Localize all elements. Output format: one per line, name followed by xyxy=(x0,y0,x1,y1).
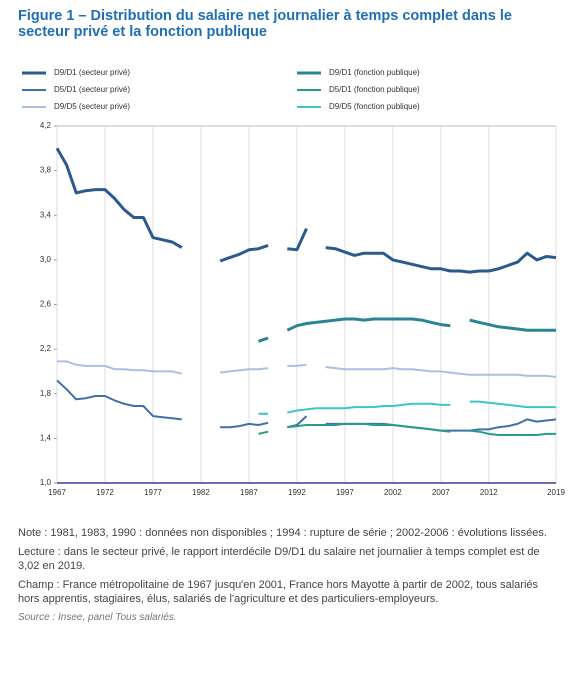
series-line xyxy=(258,422,556,436)
legend-label: D9/D5 (fonction publique) xyxy=(329,102,420,111)
x-tick-label: 2007 xyxy=(432,488,450,497)
x-tick-label: 1977 xyxy=(144,488,162,497)
legend-label: D5/D1 (secteur privé) xyxy=(54,85,130,94)
x-tick-label: 1987 xyxy=(240,488,258,497)
legend-label: D5/D1 (fonction publique) xyxy=(329,85,420,94)
x-tick-label: 1997 xyxy=(336,488,354,497)
x-tick-label: 1982 xyxy=(192,488,210,497)
y-tick-label: 1,0 xyxy=(40,478,52,487)
legend-label: D9/D5 (secteur privé) xyxy=(54,102,130,111)
lecture: Lecture : dans le secteur privé, le rapp… xyxy=(18,546,540,572)
x-tick-label: 1972 xyxy=(96,488,114,497)
x-tick-label: 2019 xyxy=(547,488,565,497)
series-line xyxy=(56,379,557,432)
notes: Note : 1981, 1983, 1990 : données non di… xyxy=(18,526,558,630)
note: Note : 1981, 1983, 1990 : données non di… xyxy=(18,527,547,539)
y-tick-label: 1,4 xyxy=(40,433,52,442)
series-line xyxy=(258,317,556,343)
y-tick-label: 3,8 xyxy=(40,166,52,175)
series-line xyxy=(258,400,556,415)
champ: Champ : France métropolitaine de 1967 ju… xyxy=(18,579,539,605)
chart-title: Figure 1 – Distribution du salaire net j… xyxy=(18,8,512,40)
x-tick-label: 2002 xyxy=(384,488,402,497)
series-line xyxy=(55,147,557,274)
x-tick-label: 1992 xyxy=(288,488,306,497)
y-tick-label: 3,4 xyxy=(40,210,52,219)
legend-label: D9/D1 (fonction publique) xyxy=(329,68,420,77)
chart: 1,0 1,4 1,8 2,2 2,6 3,0 3,4 3,8 4,2 1967 1972 1977 1… xyxy=(22,68,565,497)
x-tick-label: 1967 xyxy=(48,488,66,497)
source: Source : Insee, panel Tous salariés. xyxy=(18,612,177,623)
y-tick-label: 2,2 xyxy=(40,344,52,353)
y-tick-label: 4,2 xyxy=(40,121,52,130)
x-tick-label: 2012 xyxy=(480,488,498,497)
legend-label: D9/D1 (secteur privé) xyxy=(54,68,130,77)
series-line xyxy=(57,360,557,378)
y-tick-label: 2,6 xyxy=(40,300,52,309)
y-tick-label: 1,8 xyxy=(40,389,52,398)
y-tick-label: 3,0 xyxy=(40,255,52,264)
